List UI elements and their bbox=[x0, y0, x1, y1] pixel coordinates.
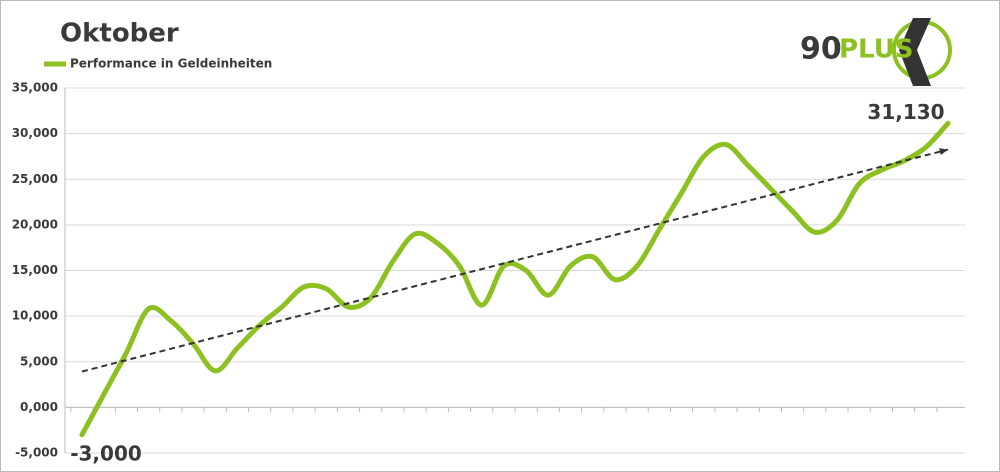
y-tick-label: 10,000 bbox=[12, 309, 58, 323]
logo-word: PLUS bbox=[839, 35, 914, 65]
y-tick-label: -5,000 bbox=[15, 446, 58, 460]
y-tick-label: 0,000 bbox=[20, 400, 58, 414]
data-label: 31,130 bbox=[867, 100, 944, 124]
chart-title: Oktober bbox=[60, 19, 179, 49]
trendline bbox=[81, 148, 949, 373]
data-line bbox=[79, 120, 951, 438]
logo-x bbox=[899, 18, 931, 86]
legend-label: Performance in Geldeinheiten bbox=[70, 57, 272, 71]
y-tick-label: 5,000 bbox=[20, 354, 58, 368]
trendline-arrow bbox=[939, 148, 948, 156]
y-tick-label: 20,000 bbox=[12, 217, 58, 231]
data-label: -3,000 bbox=[70, 441, 142, 465]
logo-number: 90 bbox=[800, 32, 842, 67]
y-tick-label: 30,000 bbox=[12, 126, 58, 140]
y-tick-label: 25,000 bbox=[12, 172, 58, 186]
y-tick-label: 35,000 bbox=[12, 81, 58, 95]
y-tick-label: 15,000 bbox=[12, 263, 58, 277]
logo: 90 PLUS bbox=[800, 18, 952, 86]
